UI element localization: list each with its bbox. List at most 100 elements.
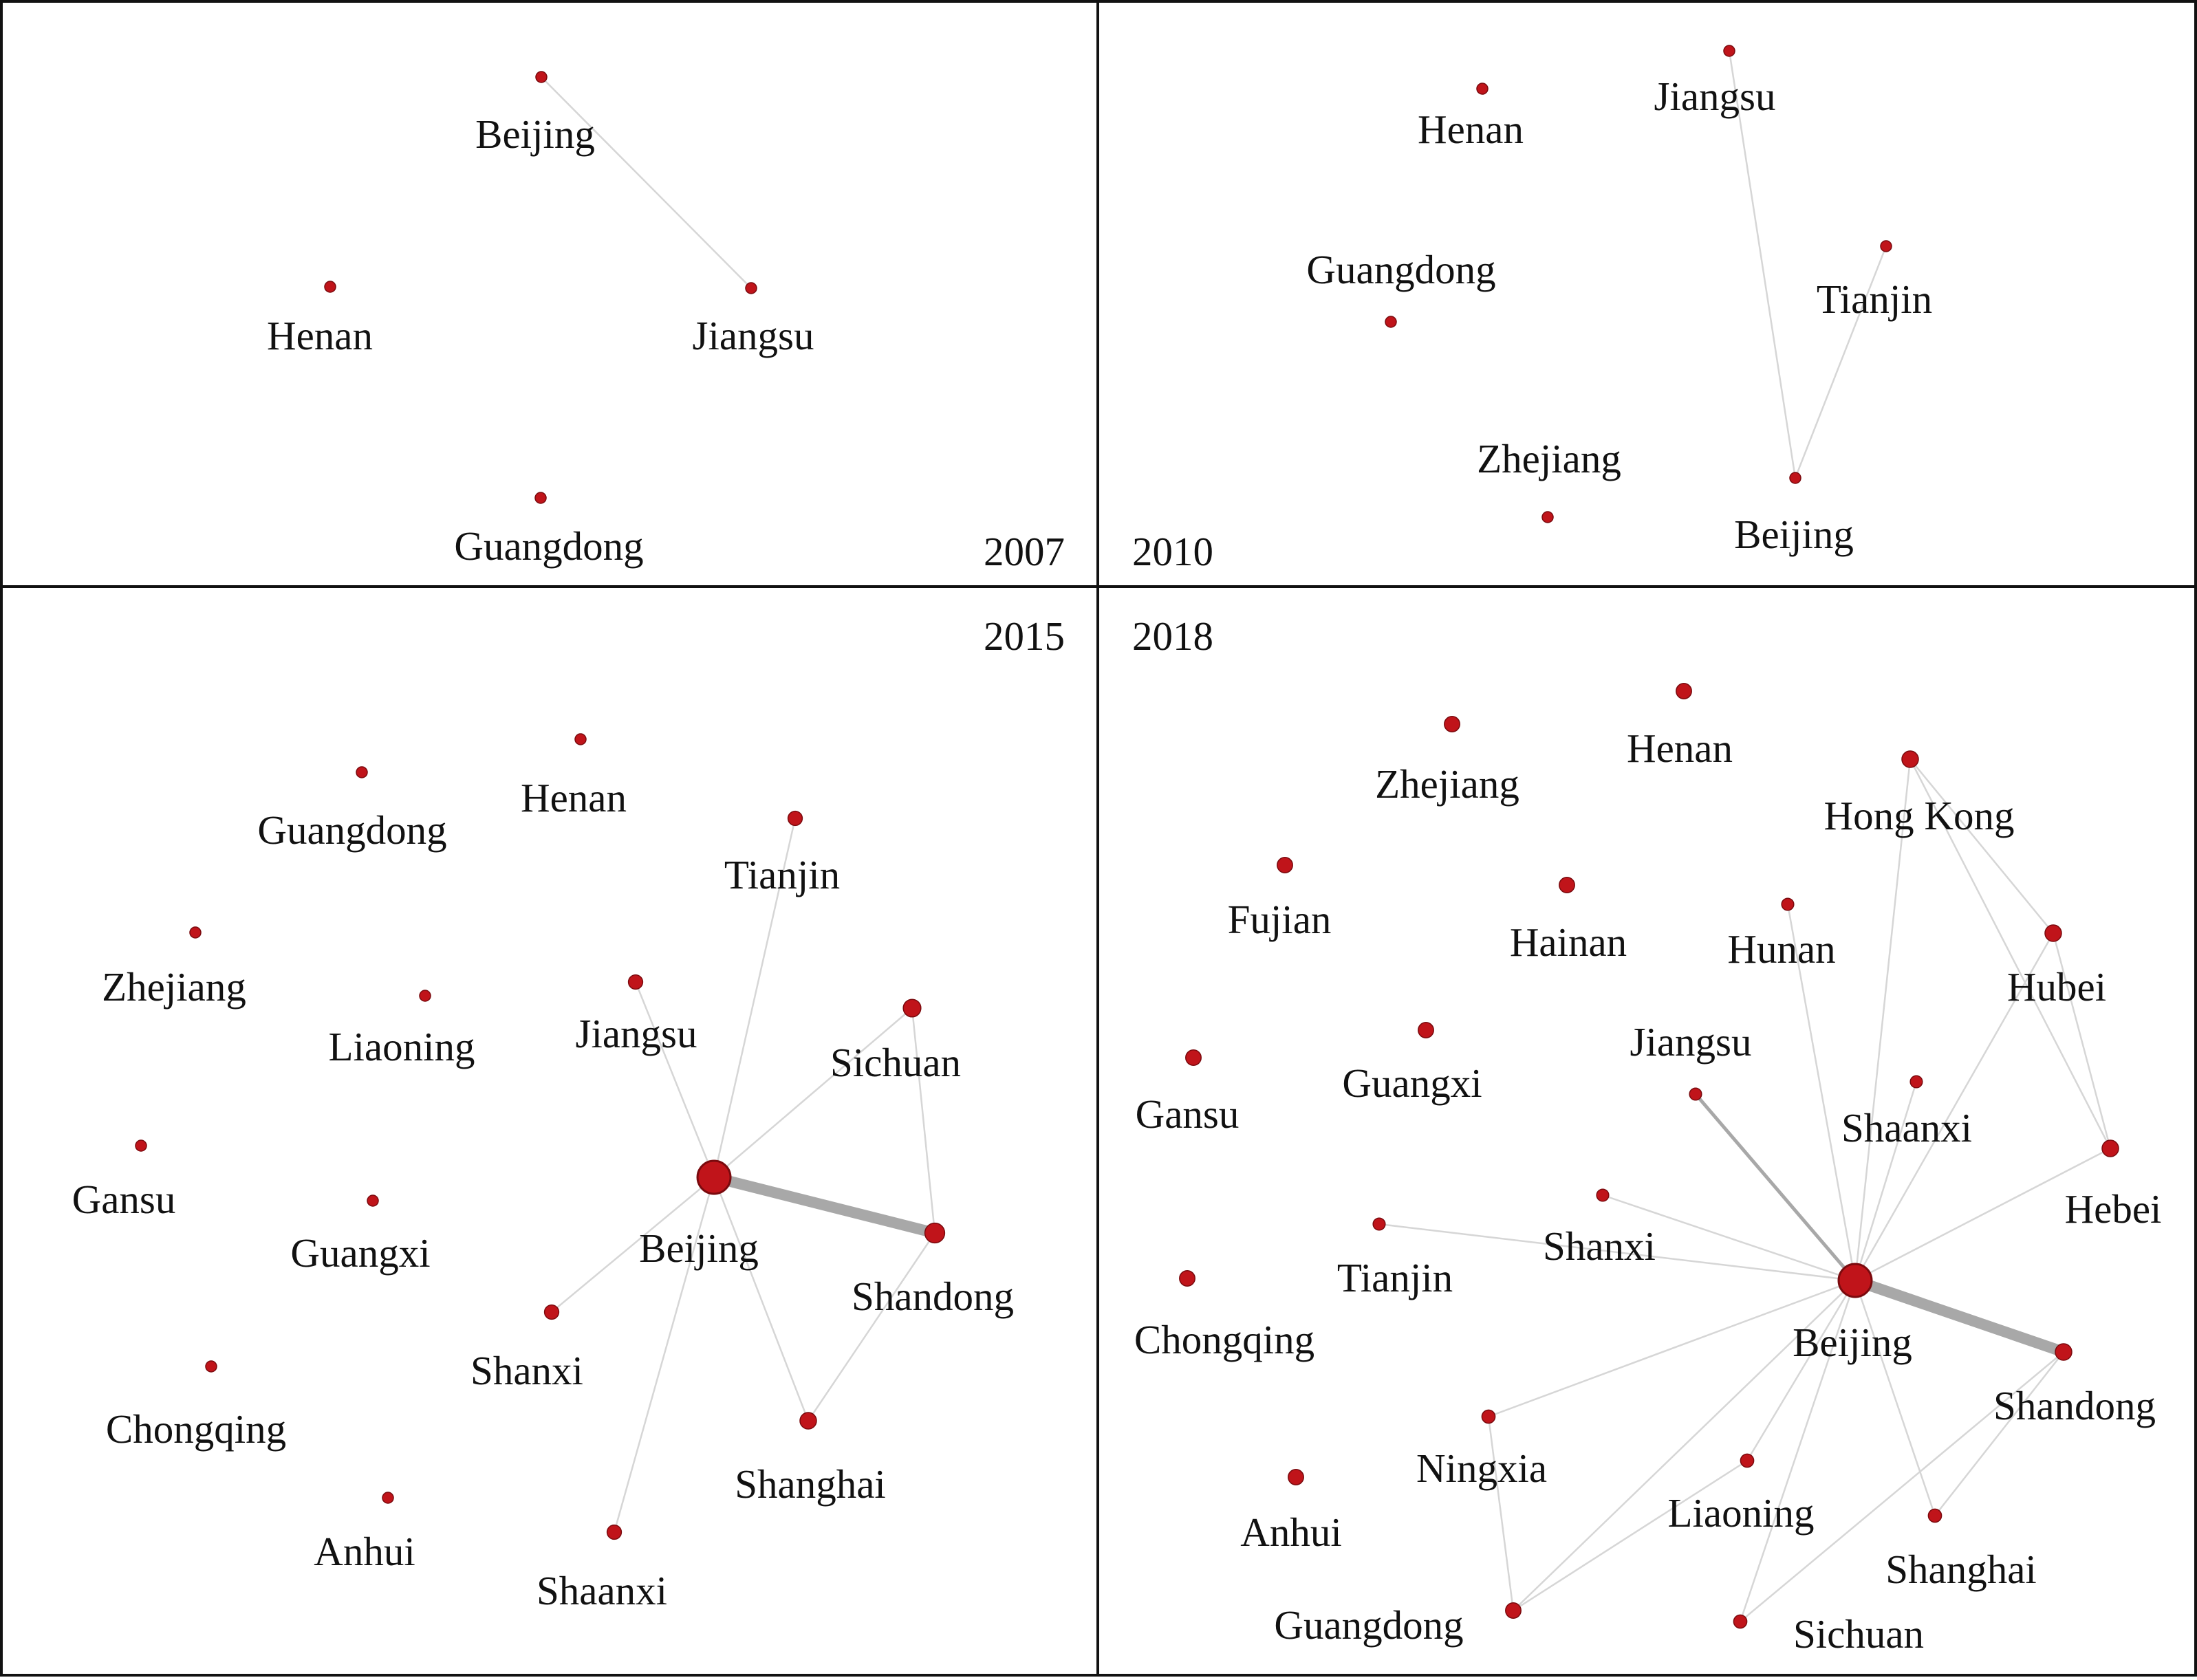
edge-2015-beijing-sichuan [713,1007,913,1178]
node-label-2015-shaanxi: Shaanxi [537,1568,667,1613]
edge-2018-beijing-guangdong [1513,1280,1856,1611]
edge-2018-beijing-sichuan [1739,1280,1857,1622]
node-2015-guangdong [356,766,368,778]
edge-2018-beijing-shaanxi [1854,1081,1918,1281]
edge-2010-jiangsu-beijing [1728,50,1797,479]
edge-2007-beijing-jiangsu [541,76,752,289]
node-2018-shanghai [1927,1508,1942,1523]
node-label-2018-hong-kong: Hong Kong [1824,793,2015,838]
node-label-2015-shandong: Shandong [852,1274,1014,1319]
node-2018-hunan [1781,897,1795,911]
edge-2018-beijing-hunan [1786,904,1857,1281]
node-label-2015-shanghai: Shanghai [735,1461,886,1507]
node-2018-liaoning [1740,1453,1755,1468]
node-label-2010-beijing: Beijing [1734,512,1854,557]
node-2010-guangdong [1385,316,1397,328]
node-label-2015-guangxi: Guangxi [290,1230,430,1276]
node-label-2015-liaoning: Liaoning [328,1024,475,1069]
node-label-2018-tianjin: Tianjin [1337,1255,1453,1300]
node-2018-hainan [1559,877,1575,893]
node-label-2010-jiangsu: Jiangsu [1654,74,1776,119]
node-label-2018-henan: Henan [1627,726,1733,771]
node-2018-chongqing [1179,1270,1195,1287]
node-label-2010-guangdong: Guangdong [1306,247,1495,292]
edge-2015-beijing-jiangsu [634,981,715,1178]
node-label-2010-tianjin: Tianjin [1817,276,1932,322]
edge-2018-ningxia-guangdong [1487,1416,1515,1611]
node-label-2010-zhejiang: Zhejiang [1477,436,1621,481]
node-2015-chongqing [205,1360,217,1373]
node-2015-sichuan [902,999,922,1018]
year-label-2018: 2018 [1132,613,1213,659]
panel-2018: Henan Zhejiang Hong Kong Fujian Hainan Hunan H… [1132,613,2161,1657]
panel-2015: Henan Guangdong Tianjin Zhejiang Liaoning Jia… [72,613,1065,1613]
node-2015-liaoning [419,990,431,1002]
node-label-2007-henan: Henan [267,313,373,358]
edge-2010-tianjin-beijing [1794,246,1887,479]
edge-2018-beijing-hebei [1854,1147,2111,1282]
node-label-2015-gansu: Gansu [72,1177,176,1222]
node-2015-guangxi [367,1194,379,1207]
node-2015-shandong [924,1222,946,1244]
node-label-2015-zhejiang: Zhejiang [102,964,246,1010]
node-label-2018-guangxi: Guangxi [1342,1060,1482,1106]
node-label-2015-chongqing: Chongqing [106,1406,286,1452]
node-2015-shanxi [543,1304,560,1320]
edge-2018-hubei-hebei [2052,932,2112,1149]
node-2010-tianjin [1880,240,1892,252]
node-label-2018-chongqing: Chongqing [1134,1317,1314,1362]
node-label-2015-sichuan: Sichuan [830,1040,961,1085]
node-label-2018-fujian: Fujian [1228,897,1332,942]
node-label-2018-shanxi: Shanxi [1543,1223,1656,1269]
node-2015-jiangsu [627,974,644,990]
node-label-2018-shandong: Shandong [1993,1383,2156,1428]
node-label-2018-guangdong: Guangdong [1274,1602,1463,1648]
node-label-2018-sichuan: Sichuan [1793,1611,1924,1657]
node-label-2007-jiangsu: Jiangsu [693,313,814,358]
edge-2018-beijing-jiangsu [1694,1093,1857,1282]
node-2018-sichuan [1733,1614,1748,1629]
node-label-2018-gansu: Gansu [1136,1091,1240,1137]
node-label-2018-hainan: Hainan [1510,919,1627,965]
edge-2018-hong-kong-hubei [1909,759,2054,934]
node-label-2015-tianjin: Tianjin [724,852,840,897]
node-label-2018-jiangsu: Jiangsu [1630,1019,1752,1065]
edge-2018-beijing-liaoning [1746,1280,1857,1461]
edge-2015-beijing-shandong [713,1172,936,1239]
node-label-2015-beijing: Beijing [639,1225,759,1271]
node-2018-shandong [2055,1343,2072,1361]
node-2015-shaanxi [606,1524,623,1540]
node-label-2007-beijing: Beijing [475,111,595,157]
edge-2018-beijing-tianjin [1378,1223,1856,1282]
edge-2018-shandong-sichuan [1740,1351,2064,1622]
node-2007-guangdong [534,492,547,504]
node-2018-ningxia [1481,1409,1496,1424]
node-label-2018-shanghai: Shanghai [1885,1547,2037,1592]
node-2010-zhejiang [1541,511,1554,523]
node-2018-zhejiang [1444,716,1460,732]
node-label-2010-henan: Henan [1418,107,1524,152]
node-label-2018-hebei: Hebei [2065,1186,2162,1232]
node-2018-hubei [2044,924,2062,942]
node-2015-gansu [135,1139,147,1152]
node-2010-beijing [1789,472,1801,484]
node-label-2018-ningxia: Ningxia [1416,1446,1547,1491]
node-label-2018-hubei: Hubei [2007,964,2106,1010]
node-label-2007-guangdong: Guangdong [454,523,643,569]
node-2018-guangxi [1418,1022,1434,1038]
edge-2018-beijing-shanxi [1602,1194,1856,1282]
node-2018-guangdong [1505,1602,1522,1619]
node-2015-anhui [382,1492,394,1504]
node-2007-jiangsu [745,282,757,294]
edge-2018-liaoning-guangdong [1513,1459,1748,1612]
edge-2018-beijing-hong-kong [1854,759,1912,1281]
node-2010-jiangsu [1723,45,1735,57]
node-label-2018-shaanxi: Shaanxi [1841,1105,1972,1150]
edge-2018-beijing-hubei [1854,932,2055,1281]
node-label-2015-henan: Henan [521,775,627,820]
edge-2015-beijing-shaanxi [613,1177,715,1533]
node-2018-anhui [1288,1469,1304,1485]
